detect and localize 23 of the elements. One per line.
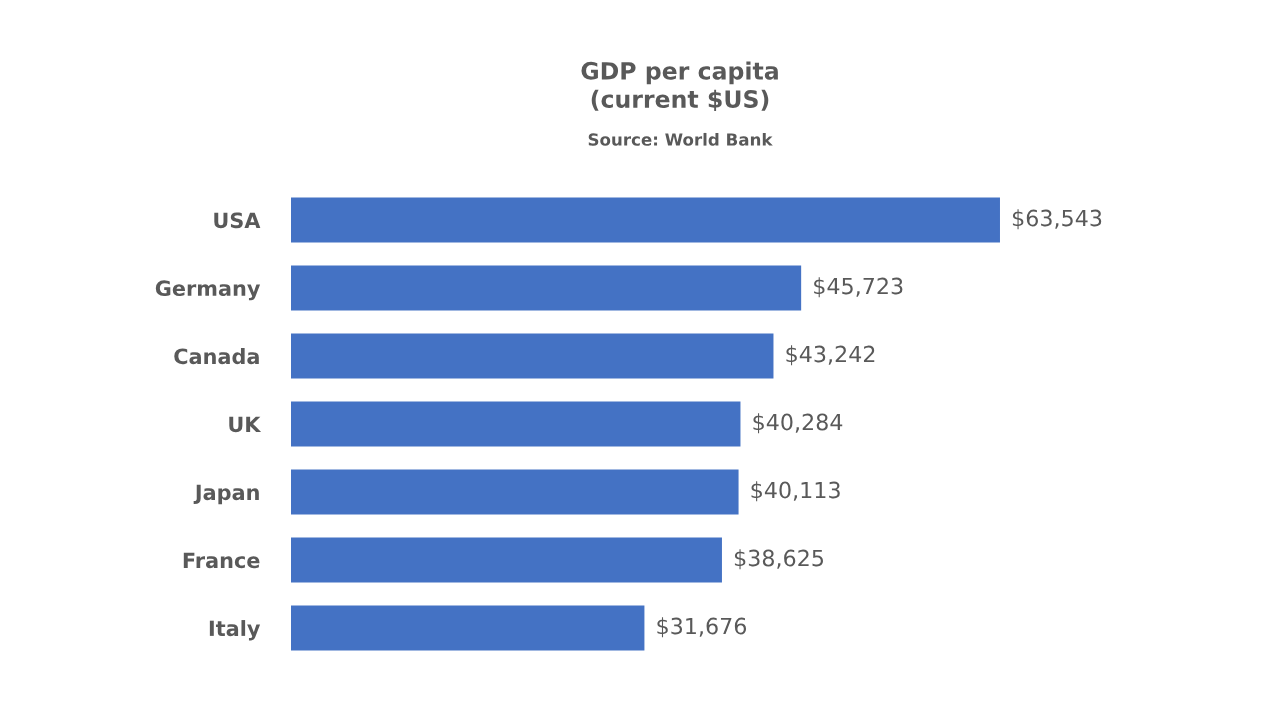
y-tick-label: Italy <box>209 620 261 641</box>
bar <box>291 401 741 447</box>
data-label: $63,543 <box>1012 209 1102 230</box>
bar <box>291 197 1000 243</box>
bar <box>291 265 802 311</box>
y-tick-label: Germany <box>155 280 261 301</box>
chart-title: GDP per capita (current $US) <box>581 61 778 112</box>
data-label: $43,242 <box>786 345 875 366</box>
y-tick-label: Canada <box>174 348 259 365</box>
data-label: $38,625 <box>734 549 824 570</box>
data-label: $45,723 <box>814 277 903 298</box>
y-tick-label: Japan <box>193 484 259 505</box>
bar <box>291 469 739 515</box>
bar <box>291 605 645 651</box>
source-note: Source: World Bank <box>588 132 773 146</box>
bar <box>291 537 722 583</box>
data-label: $40,284 <box>753 413 843 434</box>
data-label: $40,113 <box>751 481 840 502</box>
y-tick-label: USA <box>214 212 261 229</box>
bar <box>291 333 774 379</box>
y-tick-label: France <box>183 552 260 569</box>
y-tick-label: UK <box>229 416 262 433</box>
data-label: $31,676 <box>657 617 747 638</box>
